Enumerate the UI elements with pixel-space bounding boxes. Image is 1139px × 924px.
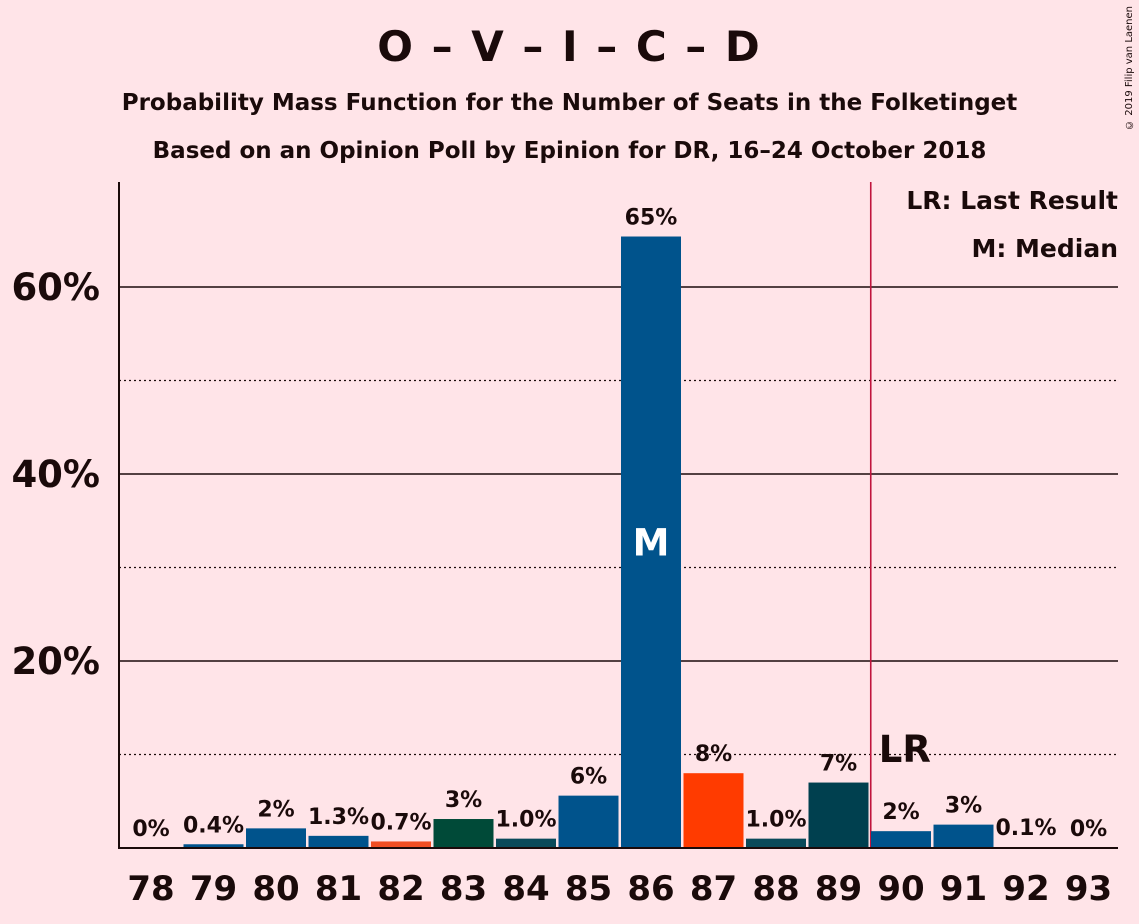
x-tick-label: 84 [502,869,549,909]
y-tick-label: 40% [11,453,100,496]
axes: 78 79 80 81 82 83 84 85 86 87 88 89 90 91 92 93 [118,182,1118,909]
bar-value-label: 6% [570,765,607,790]
bar-value-label: 1.0% [495,808,556,833]
y-tick-label: 60% [11,266,100,309]
x-tick-label: 88 [752,869,799,909]
chart-title: O – V – I – C – D [377,22,762,71]
x-tick-label: 80 [252,869,299,909]
x-tick-label: 78 [127,869,174,909]
gridlines: 20% 40% 60% [11,266,1118,756]
chart-source-line: Based on an Opinion Poll by Epinion for … [152,138,987,164]
last-result-marker: LR [879,728,931,771]
bar-seat-85 [558,795,619,848]
bar-seat-79 [183,844,244,848]
bar-seat-81 [308,835,369,848]
bar-seat-82 [371,841,431,848]
bar-value-label: 0.4% [183,813,244,838]
bar-value-label: 7% [820,752,857,777]
x-tick-label: 86 [627,869,674,909]
bar-seat-86 [621,236,681,848]
x-tick-label: 91 [940,869,987,909]
bar-value-label: 0.7% [370,810,431,835]
bar-value-label: 8% [695,742,732,767]
bar-value-label: 3% [445,788,482,813]
x-tick-label: 83 [440,869,487,909]
x-tick-label: 82 [377,869,424,909]
x-tick-label: 93 [1065,869,1112,909]
bar-seat-83 [433,819,494,848]
x-tick-label: 87 [690,869,737,909]
bar-value-label: 0% [132,817,169,842]
bar-seat-87 [683,773,744,848]
x-tick-label: 85 [565,869,612,909]
bar-seat-80 [246,828,306,848]
chart-subtitle: Probability Mass Function for the Number… [121,90,1018,116]
x-tick-label: 79 [190,869,237,909]
bar-value-label: 0% [1070,817,1107,842]
median-marker: M [633,521,670,564]
bar-seat-89 [808,782,869,848]
x-tick-label: 92 [1002,869,1049,909]
bar-value-label: 3% [945,794,982,819]
x-tick-label: 89 [815,869,862,909]
bar-value-label: 2% [257,797,294,822]
bar-seat-84 [496,838,556,848]
bar-seat-91 [933,824,994,848]
x-tick-label: 81 [315,869,362,909]
y-tick-label: 20% [11,640,100,683]
bar-seat-88 [746,838,806,848]
bar-seat-90 [871,831,931,848]
bar-value-label: 1.3% [308,805,369,830]
bars [183,236,1056,848]
bar-value-label: 1.0% [745,808,806,833]
bar-value-labels: 0% 0.4% 2% 1.3% 0.7% 3% 1.0% 6% 65% M 8% 1.0% 7% 2% 3%… [132,206,1107,842]
bar-value-label: 2% [882,800,919,825]
legend-median: M: Median [971,234,1118,263]
bar-value-label: 65% [625,206,678,231]
x-tick-label: 90 [877,869,924,909]
bar-value-label: 0.1% [995,816,1056,841]
legend-last-result: LR: Last Result [906,186,1118,215]
